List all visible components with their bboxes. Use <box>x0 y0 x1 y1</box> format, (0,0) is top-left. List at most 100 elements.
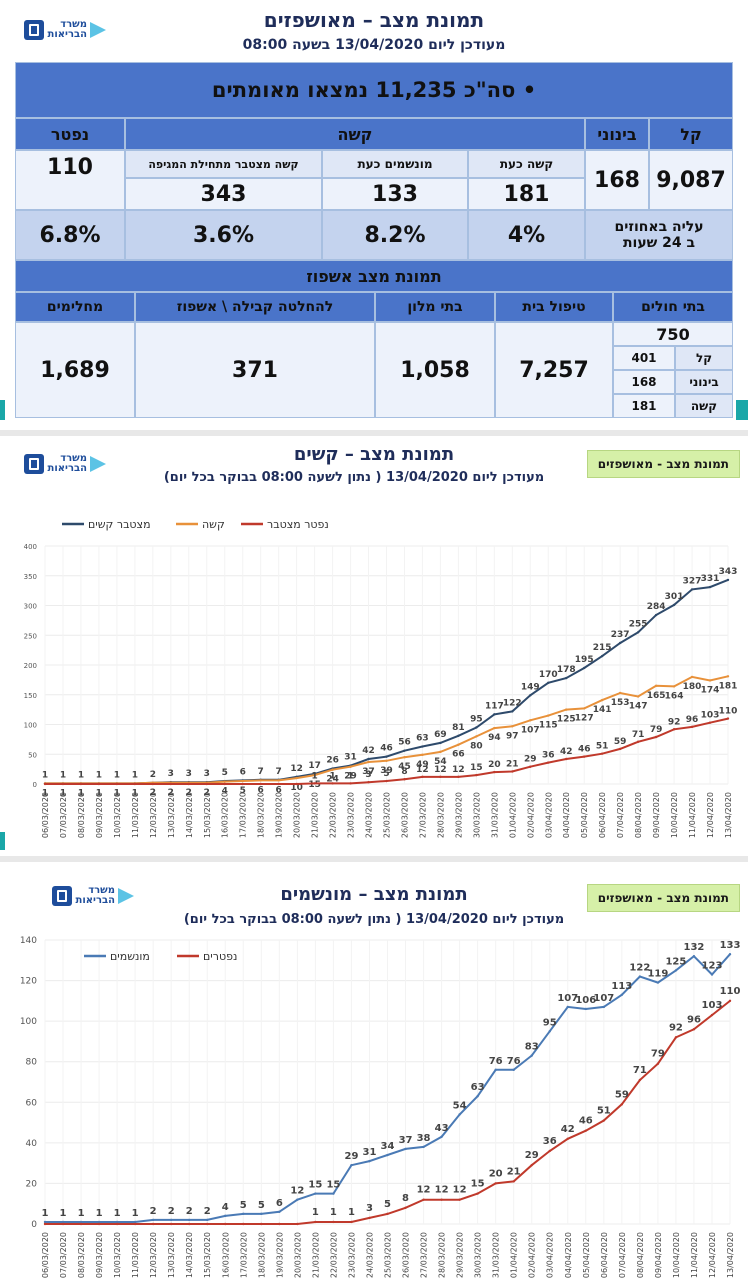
data-point <box>674 1036 678 1039</box>
data-point <box>277 779 280 782</box>
data-point <box>476 1095 479 1098</box>
data-label: 6 <box>240 767 246 777</box>
data-label: 174 <box>701 685 720 695</box>
data-point <box>726 717 730 720</box>
data-point <box>584 1129 587 1132</box>
data-point <box>368 1159 371 1163</box>
data-point <box>332 1220 335 1224</box>
data-label: 83 <box>525 1042 539 1053</box>
data-point <box>242 1222 245 1226</box>
data-point <box>223 782 226 786</box>
data-point <box>115 1220 119 1224</box>
y-tick-label: 50 <box>28 751 37 759</box>
hosp-header-recovered: מחלימים <box>15 292 135 322</box>
data-point <box>277 782 280 786</box>
data-label: 4 <box>222 1202 229 1213</box>
data-label: 331 <box>701 574 720 584</box>
data-label: 195 <box>575 655 594 665</box>
data-label: 97 <box>506 731 519 741</box>
data-label: 36 <box>543 1136 557 1147</box>
data-label: 29 <box>525 1150 539 1161</box>
x-tick-label: 29/03/2020 <box>456 1232 465 1278</box>
x-tick-label: 02/04/2020 <box>528 1232 537 1278</box>
data-point <box>43 782 47 786</box>
data-point <box>187 782 190 786</box>
hosp-breakdown-value: 168 <box>613 370 675 394</box>
data-label: 96 <box>687 1014 701 1025</box>
hosp-breakdown-label: בינוני <box>675 370 733 394</box>
y-tick-label: 120 <box>20 977 37 987</box>
hosp-header-pending: להחלטה קבילה \ אשפוז <box>135 292 375 322</box>
data-point <box>403 778 406 781</box>
value-cumulative: 343 <box>125 178 322 210</box>
data-label: 6 <box>276 1198 283 1209</box>
data-label: 343 <box>719 567 738 577</box>
x-tick-label: 28/03/2020 <box>438 1232 447 1278</box>
data-label: 38 <box>417 1133 431 1144</box>
logo-mark-icon <box>52 886 72 906</box>
chart-subtitle: מעודכן ליום 13/04/2020 ( נתון לשעה 08:00… <box>183 912 565 927</box>
data-label: 110 <box>720 986 741 997</box>
data-label: 153 <box>611 698 630 708</box>
data-label: 115 <box>539 721 558 731</box>
data-label: 15 <box>308 780 321 790</box>
total-confirmed: • סה"כ 11,235 נמצאו מאומתים <box>15 62 733 118</box>
x-tick-label: 07/04/2020 <box>616 792 625 838</box>
ventilated-chart-panel: משרד הבריאות תמונת מצב - מאושפזים תמונת … <box>0 856 748 1286</box>
data-label: 164 <box>665 691 684 701</box>
data-label: 1 <box>311 771 317 781</box>
x-tick-label: 14/03/2020 <box>185 792 194 838</box>
data-point <box>636 631 640 634</box>
data-label: 59 <box>614 737 627 747</box>
data-point <box>493 770 496 774</box>
data-point <box>583 707 586 710</box>
data-label: 301 <box>665 592 684 602</box>
hospitalization-panel: משרד הבריאות תמונת מצב – מאושפזים מעודכן… <box>0 0 748 420</box>
data-label: 3 <box>366 1203 373 1214</box>
data-label: 107 <box>521 725 540 735</box>
accent-bar <box>0 832 5 850</box>
data-point <box>205 782 208 786</box>
y-tick-label: 40 <box>26 1139 38 1149</box>
data-point <box>710 1013 714 1017</box>
value-light: 9,087 <box>649 150 733 210</box>
data-point <box>404 1206 407 1209</box>
x-tick-label: 08/04/2020 <box>636 1232 645 1278</box>
x-tick-label: 12/04/2020 <box>708 1232 717 1278</box>
data-label: 31 <box>363 1147 377 1158</box>
hosp-breakdown-label: קל <box>675 346 733 370</box>
data-point <box>476 1192 479 1195</box>
data-label: 1 <box>42 788 48 798</box>
x-tick-label: 26/03/2020 <box>402 1232 411 1278</box>
x-tick-label: 11/04/2020 <box>690 1232 699 1278</box>
x-tick-label: 11/03/2020 <box>131 792 140 838</box>
data-label: 49 <box>416 760 429 770</box>
x-tick-label: 19/03/2020 <box>275 792 284 838</box>
x-tick-label: 28/03/2020 <box>436 792 445 838</box>
data-point <box>260 1212 263 1216</box>
data-label: 63 <box>416 734 429 744</box>
data-label: 5 <box>240 1200 247 1211</box>
data-point <box>43 1220 47 1224</box>
legend-label: מונשמים <box>110 950 150 963</box>
data-label: 29 <box>344 1151 358 1162</box>
data-label: 141 <box>593 705 612 715</box>
data-point <box>692 955 696 958</box>
data-label: 29 <box>344 772 357 782</box>
data-label: 76 <box>489 1056 503 1067</box>
hosp-value-home: 7,257 <box>495 322 613 418</box>
data-point <box>61 782 65 786</box>
data-label: 71 <box>633 1065 647 1076</box>
data-label: 7 <box>258 767 264 777</box>
data-label: 37 <box>362 767 375 777</box>
data-point <box>458 1113 461 1116</box>
x-tick-label: 24/03/2020 <box>365 792 374 838</box>
data-point <box>511 710 514 713</box>
rise-dead: 6.8% <box>15 210 125 260</box>
data-label: 15 <box>308 1180 322 1191</box>
data-point <box>331 768 334 771</box>
hosp-title: תמונת מצב אשפוז <box>15 260 733 292</box>
data-point <box>511 725 514 728</box>
header-moderate: בינוני <box>585 118 649 150</box>
y-tick-label: 80 <box>26 1058 38 1068</box>
